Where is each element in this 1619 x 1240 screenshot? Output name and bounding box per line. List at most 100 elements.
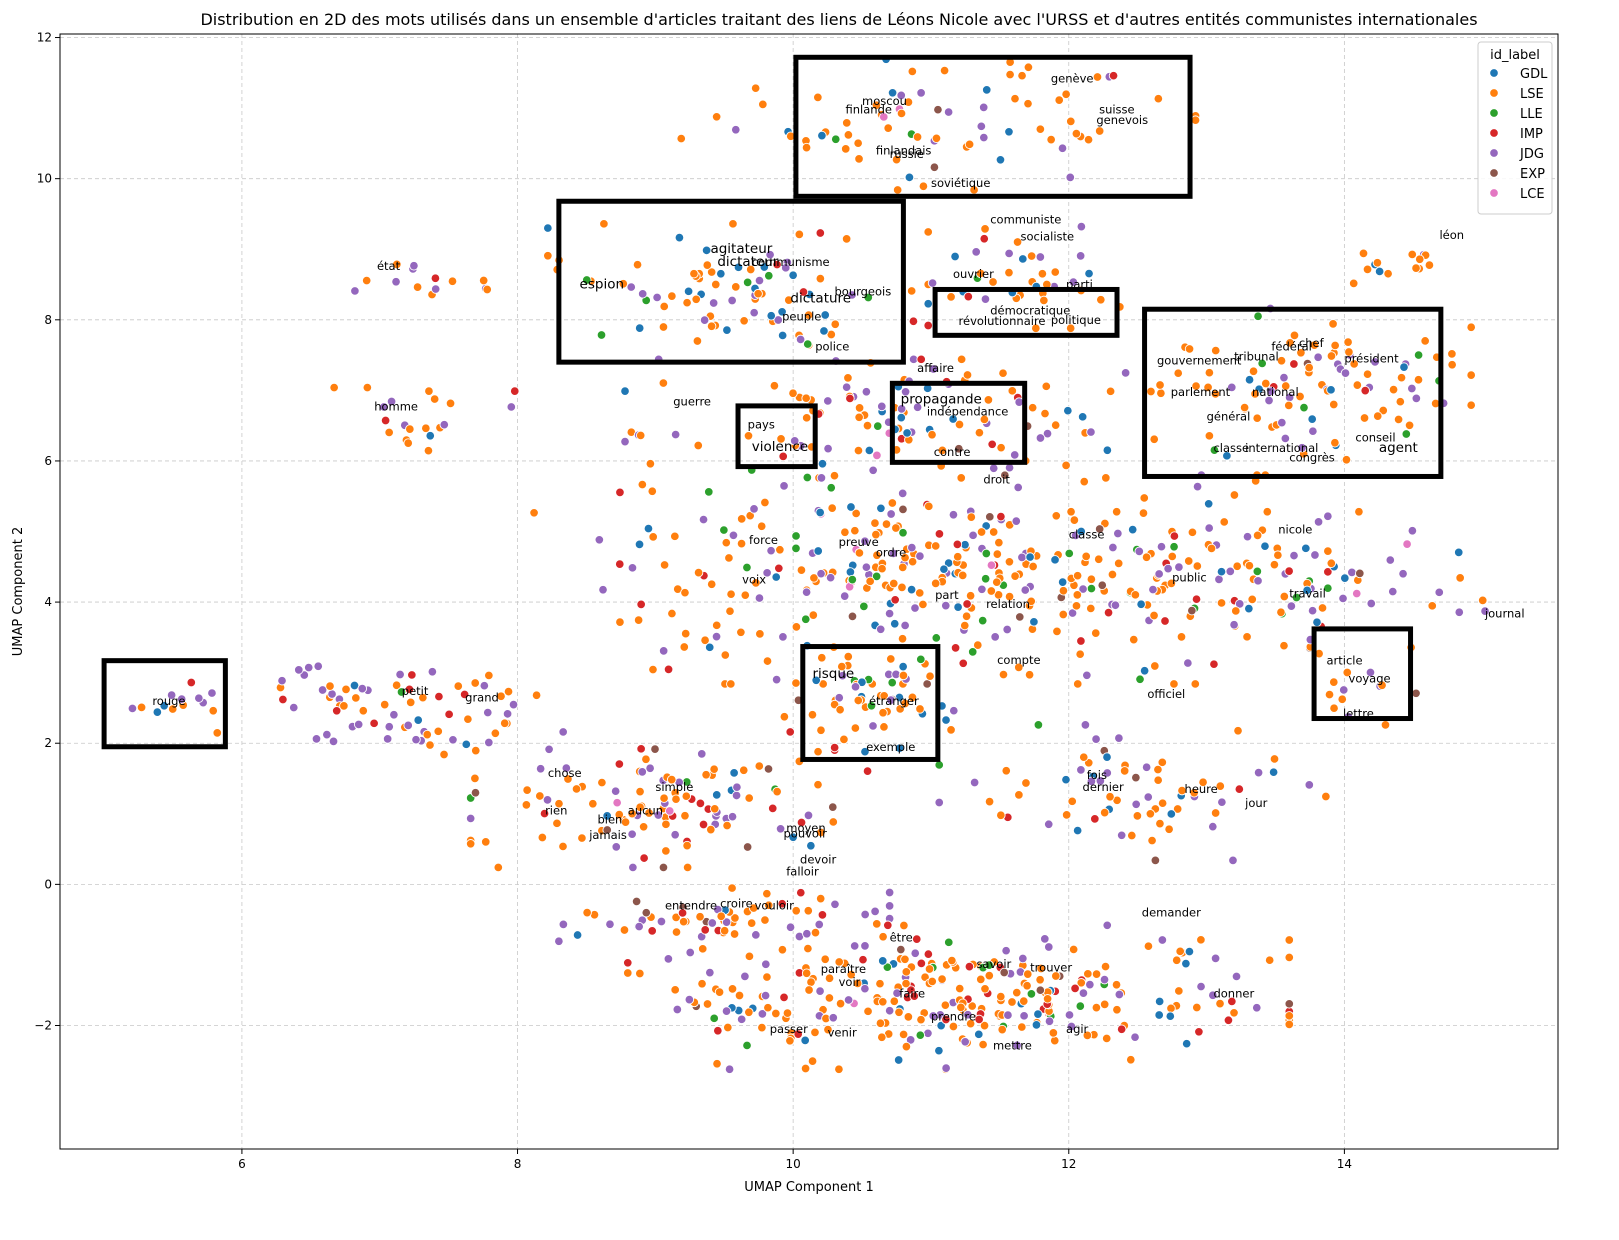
point-lse	[843, 130, 854, 140]
point-jdg	[1242, 531, 1253, 542]
point-lse	[744, 1007, 754, 1018]
point-lse	[681, 791, 692, 801]
word-label: être	[890, 930, 913, 944]
word-label: officiel	[1147, 687, 1185, 701]
point-gdl	[896, 412, 907, 423]
point-jdg	[884, 887, 895, 898]
point-jdg	[868, 721, 878, 731]
point-lse	[939, 65, 950, 76]
point-lse	[804, 985, 814, 995]
point-jdg	[627, 829, 637, 839]
point-jdg	[1208, 821, 1218, 832]
point-jdg	[1113, 528, 1123, 539]
point-lse	[1075, 649, 1085, 659]
point-lse	[762, 972, 772, 982]
point-lse	[734, 990, 745, 1001]
point-lse	[478, 275, 489, 286]
point-imp	[1191, 594, 1202, 604]
word-label: relation	[986, 597, 1030, 611]
point-jdg	[611, 842, 622, 852]
point-lse	[756, 521, 767, 531]
word-label: tribunal	[1234, 350, 1279, 364]
point-lse	[471, 745, 481, 756]
point-lse	[558, 841, 568, 852]
point-lse	[854, 403, 865, 413]
point-lse	[923, 227, 933, 237]
word-label: agir	[1066, 1022, 1089, 1036]
point-jdg	[697, 749, 707, 759]
point-jdg	[558, 919, 569, 930]
point-jdg	[1085, 979, 1095, 990]
point-jdg	[828, 1013, 839, 1023]
point-lse	[813, 92, 823, 103]
point-gdl	[1029, 617, 1039, 627]
point-lse	[429, 394, 440, 404]
point-jdg	[1114, 733, 1124, 743]
point-jdg	[721, 1006, 732, 1016]
point-exp	[828, 802, 838, 812]
point-lle	[1257, 358, 1267, 369]
y-tick-label: −2	[34, 1019, 52, 1033]
point-imp	[539, 808, 550, 819]
highlight-box	[1311, 626, 1414, 722]
point-lse	[744, 793, 754, 803]
point-lse	[824, 993, 835, 1003]
point-lse	[1035, 124, 1046, 134]
point-jdg	[910, 948, 920, 959]
point-jdg	[637, 289, 648, 299]
point-lse	[829, 470, 840, 481]
point-lse	[900, 954, 910, 965]
point-exp	[929, 162, 940, 172]
point-lse	[946, 725, 956, 735]
legend-label-imp: IMP	[1520, 127, 1543, 142]
legend: id_label GDL LSE LLE IMP JDG EXP LCE	[1477, 41, 1553, 215]
word-label: journal	[1484, 606, 1525, 620]
point-gdl	[819, 326, 829, 336]
point-exp	[1131, 772, 1141, 783]
point-jdg	[757, 1009, 768, 1019]
point-lse	[481, 837, 491, 847]
point-jdg	[754, 593, 765, 603]
point-lse	[1466, 400, 1476, 410]
point-lse	[1329, 677, 1339, 687]
point-lse	[702, 999, 713, 1009]
word-label: national	[1252, 385, 1299, 399]
point-jdg	[1110, 600, 1121, 610]
point-lse	[1358, 248, 1369, 259]
point-exp	[1097, 580, 1108, 591]
point-imp	[923, 949, 934, 959]
point-jdg	[841, 382, 852, 392]
point-jdg	[875, 624, 886, 635]
point-jdg	[896, 90, 906, 101]
point-imp	[636, 599, 646, 610]
point-jdg	[1064, 1010, 1075, 1020]
point-jdg	[749, 504, 759, 514]
point-gdl	[1399, 362, 1409, 372]
point-lle	[931, 633, 942, 643]
point-lse	[384, 427, 394, 438]
point-jdg	[1154, 569, 1164, 579]
point-lse	[136, 702, 147, 713]
point-lce	[1402, 539, 1412, 549]
point-gdl	[1326, 385, 1336, 395]
point-lse	[760, 915, 770, 925]
point-lse	[1192, 561, 1203, 571]
point-gdl	[800, 1035, 810, 1046]
point-lse	[700, 635, 710, 646]
point-lle	[802, 339, 813, 349]
point-lle	[704, 487, 714, 497]
point-imp	[952, 539, 963, 550]
point-jdg	[1280, 433, 1291, 444]
point-lse	[712, 1059, 722, 1069]
point-lse	[676, 133, 686, 144]
point-gdl	[974, 1029, 984, 1040]
point-lse	[659, 793, 669, 803]
point-lse	[850, 525, 860, 536]
legend-label-lle: LLE	[1520, 107, 1543, 122]
x-tick-label: 6	[238, 1157, 246, 1171]
point-lse	[889, 578, 899, 589]
point-jdg	[1229, 620, 1239, 630]
point-lse	[1147, 835, 1157, 846]
point-lse	[361, 275, 372, 286]
point-gdl	[1033, 1009, 1043, 1019]
